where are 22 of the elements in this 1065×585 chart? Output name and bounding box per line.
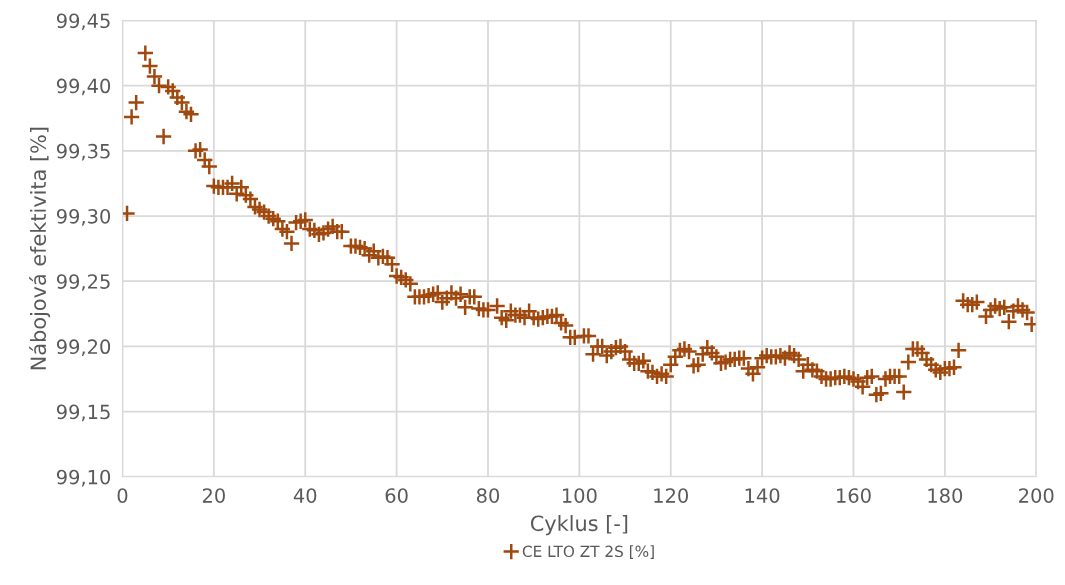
- x-tick-label: 60: [385, 488, 408, 503]
- y-tick-label: 99,30: [56, 208, 111, 226]
- y-tick-label: 99,10: [56, 469, 111, 487]
- y-tick-label: 99,40: [56, 78, 111, 96]
- x-tick-label: 40: [293, 488, 317, 503]
- x-tick-label: 100: [562, 488, 597, 503]
- x-tick-label: 80: [476, 488, 500, 503]
- y-axis-title: Nábojová efektivita [%]: [29, 127, 51, 370]
- x-axis-title: Cyklus [-]: [530, 515, 628, 536]
- x-tick-label: 140: [745, 488, 780, 503]
- x-tick-label: 0: [117, 488, 128, 503]
- y-tick-label: 99,20: [56, 339, 111, 357]
- y-tick-label: 99,45: [56, 13, 110, 31]
- x-tick-label: 20: [202, 488, 225, 503]
- x-tick-label: 120: [654, 488, 688, 503]
- y-tick-label: 99,15: [56, 404, 110, 422]
- y-tick-label: 99,25: [56, 274, 110, 291]
- x-tick-label: 160: [837, 488, 871, 503]
- x-tick-label: 180: [928, 488, 963, 503]
- x-tick-label: 200: [1019, 488, 1054, 503]
- legend-label: CE LTO ZT 2S [%]: [522, 545, 654, 559]
- y-tick-label: 99,35: [56, 143, 110, 161]
